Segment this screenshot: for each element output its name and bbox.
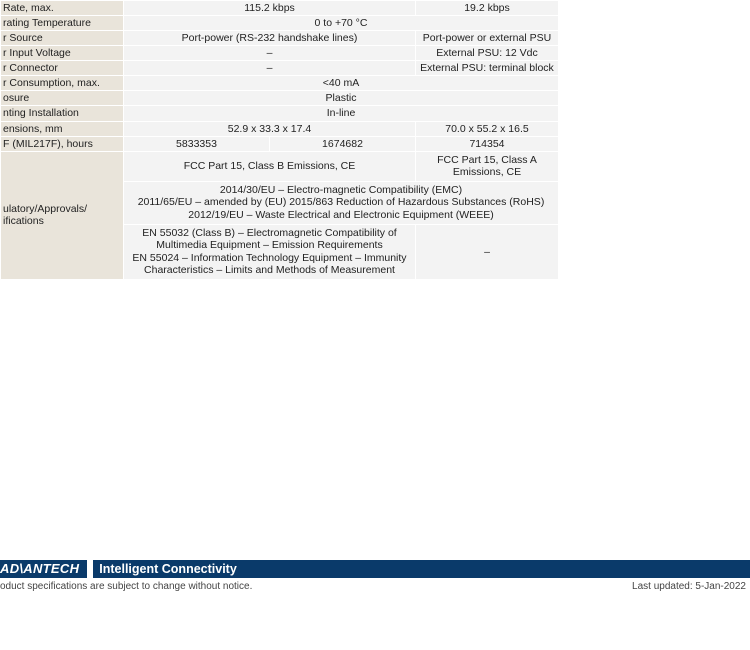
row-label: Rate, max. <box>1 1 124 16</box>
cell: 115.2 kbps <box>124 1 416 16</box>
row-label: ulatory/Approvals/ ifications <box>1 151 124 279</box>
table-row: r Connector – External PSU: terminal blo… <box>1 61 559 76</box>
footer-note: oduct specifications are subject to chan… <box>0 578 750 592</box>
cell: Plastic <box>124 91 559 106</box>
table-row: r Source Port-power (RS-232 handshake li… <box>1 31 559 46</box>
row-label: r Source <box>1 31 124 46</box>
row-label: r Consumption, max. <box>1 76 124 91</box>
row-label: osure <box>1 91 124 106</box>
row-label: nting Installation <box>1 106 124 121</box>
tagline: Intelligent Connectivity <box>93 560 237 578</box>
row-label: F (MIL217F), hours <box>1 136 124 151</box>
table-row: nting Installation In-line <box>1 106 559 121</box>
cell: Port-power (RS-232 handshake lines) <box>124 31 416 46</box>
cell: 714354 <box>416 136 559 151</box>
cell: – <box>416 224 559 279</box>
cell: 70.0 x 55.2 x 16.5 <box>416 121 559 136</box>
disclaimer-text: oduct specifications are subject to chan… <box>0 581 252 592</box>
table-row: r Input Voltage – External PSU: 12 Vdc <box>1 46 559 61</box>
table-row: ensions, mm 52.9 x 33.3 x 17.4 70.0 x 55… <box>1 121 559 136</box>
updated-text: Last updated: 5-Jan-2022 <box>632 581 746 592</box>
table-row: ulatory/Approvals/ ifications FCC Part 1… <box>1 151 559 181</box>
cell: FCC Part 15, Class A Emissions, CE <box>416 151 559 181</box>
cell: 19.2 kbps <box>416 1 559 16</box>
footer-bar: AD\ANTECH Intelligent Connectivity <box>0 560 750 578</box>
table-row: F (MIL217F), hours 5833353 1674682 71435… <box>1 136 559 151</box>
table-row: r Consumption, max. <40 mA <box>1 76 559 91</box>
cell: External PSU: terminal block <box>416 61 559 76</box>
cell: In-line <box>124 106 559 121</box>
cell: 5833353 <box>124 136 270 151</box>
cell: EN 55032 (Class B) – Electromagnetic Com… <box>124 224 416 279</box>
spec-table: Rate, max. 115.2 kbps 19.2 kbps rating T… <box>0 0 559 280</box>
table-row: rating Temperature 0 to +70 °C <box>1 16 559 31</box>
cell: 2014/30/EU – Electro-magnetic Compatibil… <box>124 181 559 224</box>
brand-logo: AD\ANTECH <box>0 560 87 578</box>
footer: AD\ANTECH Intelligent Connectivity oduct… <box>0 560 750 592</box>
cell: External PSU: 12 Vdc <box>416 46 559 61</box>
cell: FCC Part 15, Class B Emissions, CE <box>124 151 416 181</box>
cell: 1674682 <box>270 136 416 151</box>
row-label: ensions, mm <box>1 121 124 136</box>
cell: – <box>124 46 416 61</box>
cell: – <box>124 61 416 76</box>
row-label: r Connector <box>1 61 124 76</box>
row-label: rating Temperature <box>1 16 124 31</box>
cell: <40 mA <box>124 76 559 91</box>
table-row: Rate, max. 115.2 kbps 19.2 kbps <box>1 1 559 16</box>
cell: 52.9 x 33.3 x 17.4 <box>124 121 416 136</box>
cell: Port-power or external PSU <box>416 31 559 46</box>
row-label: r Input Voltage <box>1 46 124 61</box>
cell: 0 to +70 °C <box>124 16 559 31</box>
table-row: osure Plastic <box>1 91 559 106</box>
